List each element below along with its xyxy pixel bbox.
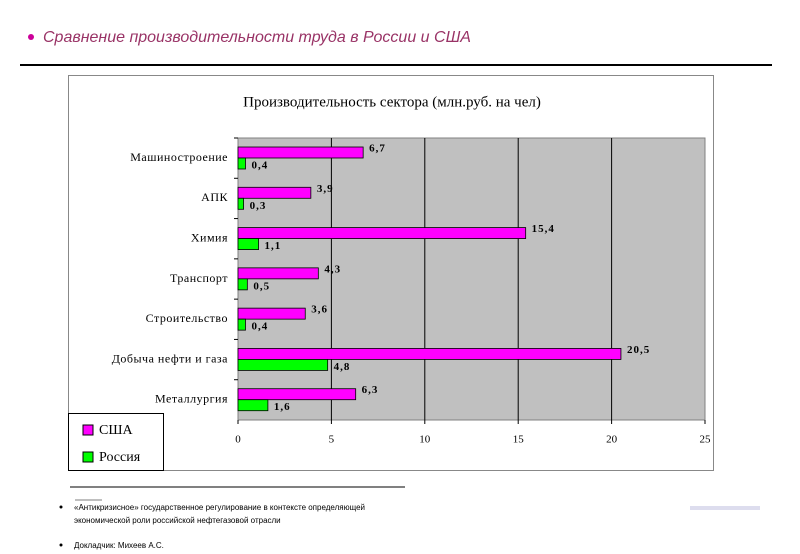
value-label: 0,5 [253, 280, 270, 292]
x-tick-label: 25 [700, 434, 712, 446]
x-tick-label: 20 [606, 434, 618, 446]
value-label: 3,9 [317, 183, 334, 195]
y-tick-label: АПК [201, 190, 228, 204]
y-tick-label: Строительство [146, 311, 228, 325]
value-label: 0,4 [251, 321, 268, 333]
bullet [59, 505, 63, 509]
bar [237, 146, 364, 159]
bar [237, 348, 622, 360]
value-label: 4,8 [334, 361, 351, 373]
decoration [690, 506, 760, 510]
x-tick-label: 15 [513, 434, 525, 446]
legend-label: Россия [99, 450, 141, 465]
x-tick-label: 5 [329, 434, 335, 446]
bar [237, 227, 527, 239]
bullet [28, 34, 34, 40]
bar [237, 388, 357, 401]
value-label: 0,3 [250, 200, 267, 212]
x-tick-label: 0 [235, 434, 241, 446]
footnote: Докладчик: Михеев А.С. [74, 541, 164, 550]
bar [237, 157, 246, 170]
value-label: 20,5 [627, 344, 650, 356]
bar [237, 359, 329, 371]
value-label: 0,4 [251, 160, 268, 172]
bar [237, 267, 319, 280]
y-tick-label: Металлургия [155, 392, 228, 406]
bar [237, 318, 246, 331]
y-tick-label: Машиностроение [130, 150, 228, 164]
slide-title: Сравнение производительности труда в Рос… [43, 29, 471, 46]
value-label: 3,6 [311, 304, 328, 316]
footnote: «Антикризисное» государственное регулиро… [74, 503, 365, 525]
value-label: 4,3 [324, 263, 341, 275]
legend-label: США [99, 423, 133, 438]
chart: 0 5 10 15 20 25 Машиностроение 6,7 0,4 АПК 3,9 0,3 Х… [68, 137, 712, 471]
bar [237, 197, 245, 210]
y-tick-label: Добыча нефти и газа [112, 351, 228, 365]
value-label: 1,6 [274, 401, 291, 413]
bar [237, 307, 306, 320]
bullet [59, 543, 63, 547]
chart-title: Производительность сектора (млн.руб. на … [243, 94, 541, 110]
bar [237, 278, 248, 291]
y-tick-label: Химия [191, 230, 228, 244]
bar [237, 238, 259, 250]
x-tick-label: 10 [419, 434, 431, 446]
value-label: 1,1 [265, 240, 282, 252]
legend-swatch [82, 451, 94, 463]
value-label: 6,3 [362, 384, 379, 396]
y-tick-label: Транспорт [170, 271, 228, 285]
value-label: 6,7 [369, 143, 386, 155]
legend-swatch [82, 424, 94, 436]
bar [237, 399, 269, 412]
value-label: 15,4 [532, 223, 555, 235]
bar [237, 186, 312, 199]
